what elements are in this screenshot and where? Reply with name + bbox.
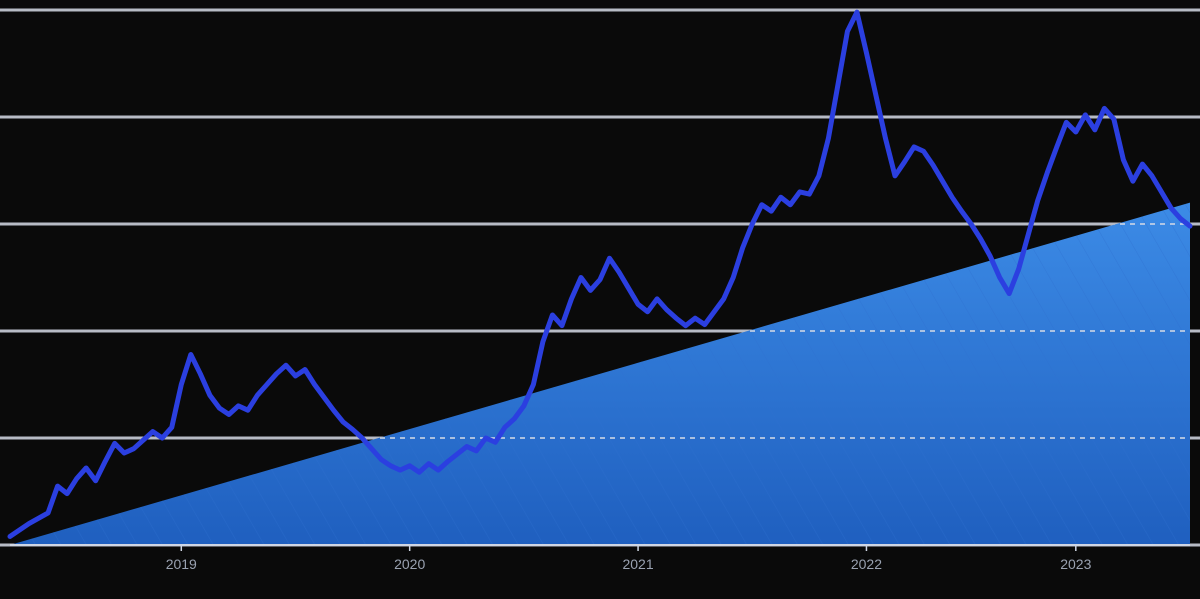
- x-tick-label: 2019: [166, 556, 197, 572]
- chart-svg: 2019 2020 2021 2022 2023: [0, 0, 1200, 599]
- x-tick-label: 2020: [394, 556, 425, 572]
- x-tick-label: 2021: [622, 556, 653, 572]
- price-chart: 2019 2020 2021 2022 2023: [0, 0, 1200, 599]
- x-tick-label: 2022: [851, 556, 882, 572]
- x-axis-ticks: 2019 2020 2021 2022 2023: [166, 545, 1092, 572]
- x-tick-label: 2023: [1060, 556, 1091, 572]
